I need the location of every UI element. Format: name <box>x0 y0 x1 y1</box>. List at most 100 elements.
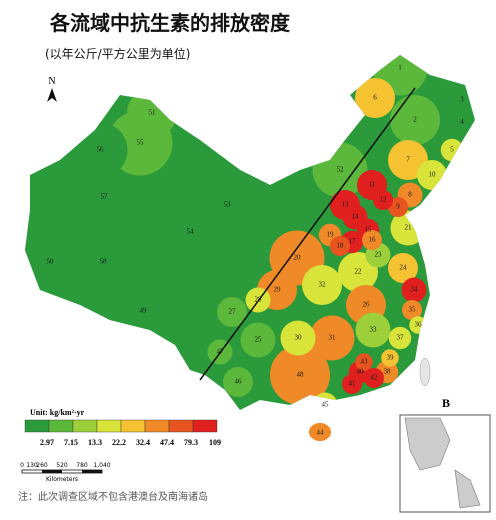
region-label: 23 <box>375 251 383 259</box>
legend-tick-label: 109 <box>209 438 221 447</box>
region-label: 32 <box>319 281 327 289</box>
region-label: 26 <box>363 301 371 309</box>
region <box>388 326 412 350</box>
region-label: 41 <box>349 380 357 388</box>
region-label: 35 <box>409 306 417 314</box>
region-label: 55 <box>137 139 145 147</box>
scale-bar-fill <box>42 470 62 473</box>
region-label: 2 <box>413 116 417 124</box>
scale-label: 780 <box>76 462 88 469</box>
region-label: 57 <box>101 193 109 201</box>
legend-swatch <box>144 419 170 433</box>
region <box>373 190 393 210</box>
legend: 2.97 7.15 13.3 22.2 32.4 47.4 79.3 109 <box>24 419 221 447</box>
region-label: 8 <box>408 191 412 199</box>
region-label: 3 <box>460 96 464 104</box>
north-label: N <box>48 76 55 87</box>
scale-unit: Kilometers <box>46 476 78 483</box>
region-label: 4 <box>460 118 464 126</box>
legend-tick-label: 32.4 <box>136 438 150 447</box>
region <box>388 253 418 283</box>
region-label: 53 <box>224 201 232 209</box>
region-label: 33 <box>370 326 378 334</box>
region-label: 48 <box>297 371 305 379</box>
scale-label: 520 <box>56 462 68 469</box>
legend-tick-label: 79.3 <box>184 438 198 447</box>
region-label: 24 <box>400 264 408 272</box>
region-label: 1 <box>398 64 402 72</box>
region-label: 14 <box>352 213 360 221</box>
legend-tick-label: 13.3 <box>88 438 102 447</box>
region-label: 30 <box>295 334 303 342</box>
region-label: 9 <box>396 203 400 211</box>
scale-label: 130 <box>26 462 38 469</box>
taiwan <box>419 357 431 387</box>
region-label: 28 <box>255 296 263 304</box>
region <box>302 265 342 305</box>
region <box>25 234 78 290</box>
region-label: 10 <box>429 171 437 179</box>
region <box>364 368 384 388</box>
region <box>355 78 395 118</box>
scale-bar-fill <box>82 470 102 473</box>
region <box>402 300 422 320</box>
region <box>390 95 440 145</box>
region-label: 51 <box>149 109 157 117</box>
region-label: 11 <box>369 181 376 189</box>
region-label: 52 <box>337 166 345 174</box>
region-label: 20 <box>294 254 302 262</box>
region-label: 12 <box>380 196 388 204</box>
region <box>330 236 350 256</box>
region <box>223 367 253 397</box>
region-label: 18 <box>337 242 345 250</box>
region-label: 38 <box>384 368 392 376</box>
legend-swatch <box>24 419 50 433</box>
region-label: 58 <box>100 258 108 266</box>
note: 注：此次调查区域不包含港澳台及南海诸岛 <box>18 490 208 503</box>
scale-label: 260 <box>36 462 48 469</box>
region-labels: 1234567891011121314151617181920212223242… <box>47 64 465 437</box>
region <box>217 297 247 327</box>
legend-swatch <box>96 419 122 433</box>
region <box>152 194 228 270</box>
region-label: 40 <box>357 368 365 376</box>
legend-swatch <box>168 419 194 433</box>
region-label: 22 <box>355 268 363 276</box>
region <box>401 277 427 303</box>
region-label: 34 <box>411 286 419 294</box>
region-label: 42 <box>371 374 379 382</box>
inset-map <box>404 417 481 509</box>
region <box>280 320 316 356</box>
region <box>270 345 330 405</box>
region-fills <box>25 55 475 441</box>
legend-swatch <box>192 419 218 433</box>
region-label: 13 <box>342 201 350 209</box>
region-label: 21 <box>405 224 413 232</box>
region <box>240 322 276 358</box>
legend-tick-label: 22.2 <box>112 438 126 447</box>
north-arrow: N <box>47 76 57 102</box>
legend-unit: Unit: kg/km²·yr <box>30 408 85 417</box>
hu-line <box>199 87 416 381</box>
scale-label: 0 <box>20 462 24 469</box>
region <box>452 112 472 132</box>
region <box>342 374 362 394</box>
region <box>381 349 399 367</box>
legend-swatch <box>48 419 74 433</box>
north-arrow-shape <box>47 88 57 102</box>
region-label: 54 <box>187 228 195 236</box>
region-label: 16 <box>369 236 377 244</box>
region <box>362 230 382 250</box>
region-label: 7 <box>406 156 410 164</box>
legend-swatch <box>72 419 98 433</box>
region-label: 50 <box>47 258 55 266</box>
region-label: 37 <box>397 334 405 342</box>
region-label: 15 <box>365 226 373 234</box>
region <box>309 315 355 361</box>
region-label: 27 <box>229 308 237 316</box>
region-label: 56 <box>97 146 105 154</box>
region-label: 49 <box>140 307 148 315</box>
region <box>355 312 391 348</box>
panel-label: B <box>442 396 450 410</box>
